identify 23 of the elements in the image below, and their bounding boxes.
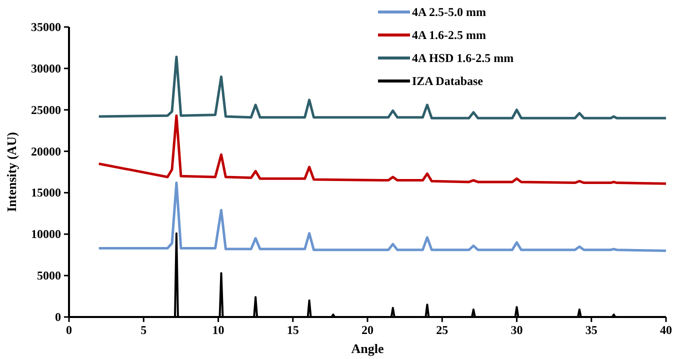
y-tick-label: 35000 [31,20,61,34]
x-tick-label: 25 [436,323,448,337]
y-tick-label: 5000 [37,268,61,283]
y-tick-label: 10000 [31,227,61,242]
y-axis-title: Intensity (AU) [4,132,19,212]
x-tick-label: 35 [585,323,598,337]
x-tick-label: 30 [510,323,523,337]
y-tick-label: 0 [55,310,61,324]
legend-label: IZA Database [412,74,484,88]
y-tick-label: 15000 [31,186,61,200]
y-tick-label: 30000 [31,61,61,76]
x-tick-label: 0 [66,323,72,337]
legend-label: 4A 1.6-2.5 mm [412,28,486,42]
y-tick-label: 25000 [31,102,61,117]
x-tick-label: 5 [140,323,147,337]
x-tick-label: 20 [362,323,374,337]
x-axis-title: Angle [351,341,384,356]
y-tick-label: 20000 [31,144,61,158]
legend-label: 4A HSD 1.6-2.5 mm [412,51,514,65]
x-tick-label: 10 [212,323,224,337]
x-tick-label: 40 [660,323,672,337]
legend-label: 4A 2.5-5.0 mm [412,5,486,19]
x-tick-label: 15 [286,323,299,337]
